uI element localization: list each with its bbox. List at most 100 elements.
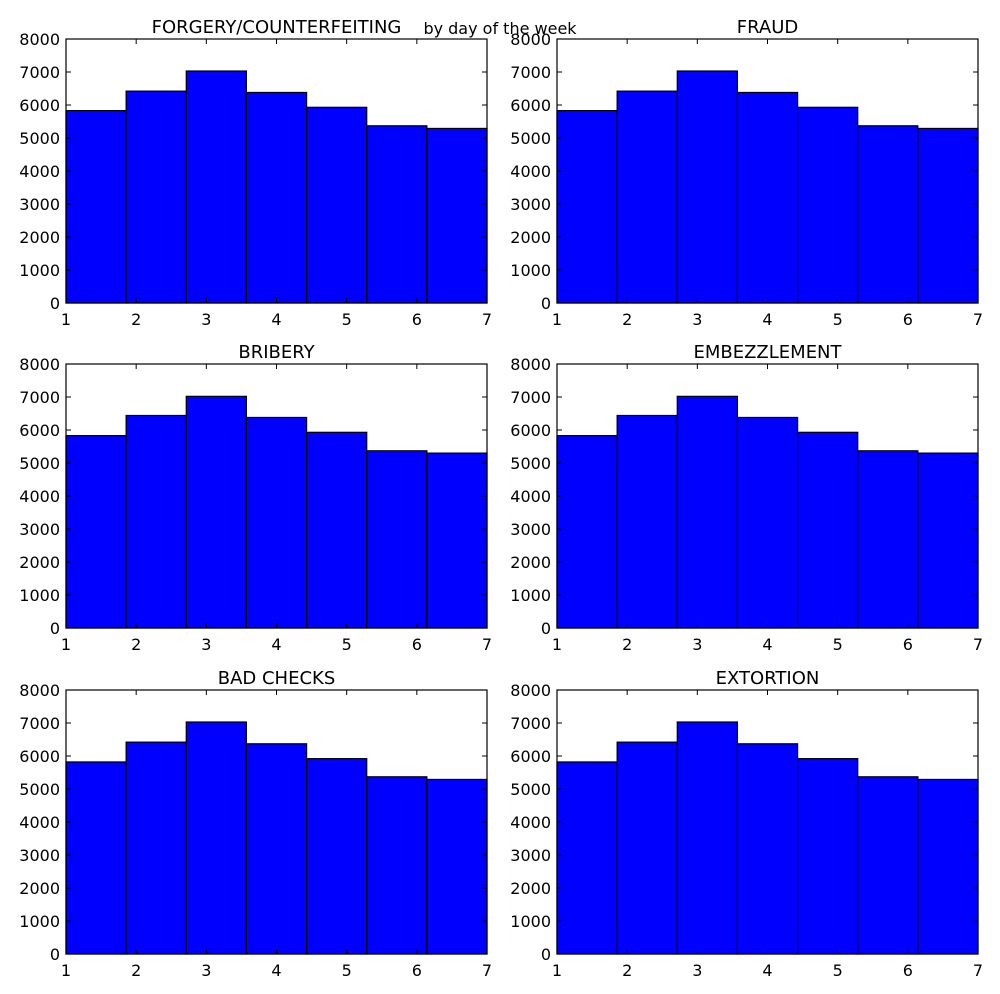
histogram-bar (125, 741, 187, 955)
histogram-bar (736, 743, 799, 955)
subplot-3: 0 1000 2000 3000 4000 5000 6000 7000 8000 1 2 3 4 5 6 7… (19, 342, 492, 654)
y-tick-label: 5000 (510, 780, 551, 799)
x-tick-label: 7 (482, 635, 492, 654)
y-tick-label: 2000 (19, 879, 60, 898)
x-tick-label: 6 (903, 310, 913, 329)
histogram-bar (125, 414, 187, 629)
x-tick-label: 1 (552, 635, 562, 654)
histogram-bar (366, 450, 428, 629)
subplot-grid: 0 1000 2000 3000 4000 5000 6000 7000 8000 1 2 3 4 5 6 7… (19, 17, 983, 980)
x-tick-label: 6 (412, 635, 422, 654)
histogram-bar (65, 761, 127, 955)
y-tick-label: 3000 (19, 520, 60, 539)
y-tick-label: 4000 (19, 487, 60, 506)
subplot-title: EMBEZZLEMENT (693, 342, 842, 363)
x-tick-label: 1 (61, 310, 71, 329)
histogram-bar (616, 414, 678, 629)
y-tick-label: 4000 (510, 813, 551, 832)
histogram-bar (366, 125, 428, 304)
histogram-bar (556, 435, 618, 629)
histogram-bar (616, 90, 678, 304)
histogram-bar (917, 778, 979, 955)
histogram-bar (185, 395, 247, 629)
subplot-title: FRAUD (737, 17, 798, 38)
x-tick-label: 5 (833, 961, 843, 980)
histogram-bar (857, 776, 919, 955)
subplot-title: BRIBERY (238, 342, 315, 363)
y-tick-label: 3000 (510, 195, 551, 214)
y-tick-label: 3000 (510, 520, 551, 539)
histogram-bar (245, 743, 308, 955)
subplot-title: FORGERY/COUNTERFEITING (152, 17, 402, 38)
y-tick-label: 5000 (19, 454, 60, 473)
y-tick-label: 3000 (19, 846, 60, 865)
y-tick-label: 8000 (510, 681, 551, 700)
y-tick-label: 6000 (510, 421, 551, 440)
y-tick-label: 5000 (19, 780, 60, 799)
subplot-5: 0 1000 2000 3000 4000 5000 6000 7000 8000 1 2 3 4 5 6 7… (19, 668, 492, 980)
x-tick-label: 7 (973, 310, 983, 329)
y-tick-label: 5000 (510, 454, 551, 473)
histogram-bar (185, 721, 247, 955)
histogram-bar (426, 778, 488, 955)
x-tick-label: 1 (552, 961, 562, 980)
x-tick-label: 6 (903, 635, 913, 654)
histogram-bar (857, 125, 919, 304)
histogram-bar (125, 90, 187, 304)
x-tick-label: 2 (131, 961, 141, 980)
histogram-bar (426, 127, 488, 304)
y-tick-label: 8000 (19, 355, 60, 374)
x-tick-label: 3 (201, 635, 211, 654)
histogram-bar (676, 70, 738, 304)
subplot-1: 0 1000 2000 3000 4000 5000 6000 7000 8000 1 2 3 4 5 6 7… (19, 17, 492, 329)
x-tick-label: 7 (482, 961, 492, 980)
histogram-bar (556, 110, 618, 304)
y-tick-label: 0 (50, 619, 60, 638)
x-tick-label: 4 (762, 635, 772, 654)
x-tick-label: 6 (903, 961, 913, 980)
y-tick-label: 0 (541, 294, 551, 313)
histogram-bar (426, 452, 488, 629)
y-tick-label: 5000 (19, 129, 60, 148)
x-tick-label: 3 (692, 310, 702, 329)
x-tick-label: 4 (271, 961, 281, 980)
histogram-bar (65, 435, 127, 629)
y-tick-label: 7000 (510, 714, 551, 733)
y-tick-label: 8000 (510, 30, 551, 49)
x-tick-label: 5 (833, 310, 843, 329)
histogram-bar (556, 761, 618, 955)
y-tick-label: 8000 (19, 30, 60, 49)
x-tick-label: 4 (762, 961, 772, 980)
y-tick-label: 3000 (19, 195, 60, 214)
subplot-6: 0 1000 2000 3000 4000 5000 6000 7000 8000 1 2 3 4 5 6 7… (510, 668, 983, 980)
y-tick-label: 4000 (510, 162, 551, 181)
x-tick-label: 5 (833, 635, 843, 654)
x-tick-label: 5 (342, 961, 352, 980)
x-tick-label: 6 (412, 961, 422, 980)
x-tick-label: 1 (552, 310, 562, 329)
subplot-title: EXTORTION (716, 668, 820, 689)
x-tick-label: 7 (973, 961, 983, 980)
histogram-bar (245, 91, 308, 304)
y-tick-label: 7000 (19, 388, 60, 407)
y-tick-label: 4000 (19, 813, 60, 832)
x-tick-label: 5 (342, 635, 352, 654)
histogram-bar (917, 452, 979, 629)
y-tick-label: 2000 (19, 553, 60, 572)
histogram-bar (917, 127, 979, 304)
y-tick-label: 2000 (510, 228, 551, 247)
x-tick-label: 2 (131, 635, 141, 654)
histogram-bar (676, 395, 738, 629)
histogram-bar (366, 776, 428, 955)
y-tick-label: 6000 (510, 96, 551, 115)
x-tick-label: 3 (692, 961, 702, 980)
y-tick-label: 1000 (510, 261, 551, 280)
y-tick-label: 7000 (510, 388, 551, 407)
histogram-bar (245, 416, 308, 629)
y-tick-label: 6000 (510, 747, 551, 766)
histogram-bar (616, 741, 678, 955)
histogram-bar (797, 758, 859, 955)
y-tick-label: 6000 (19, 96, 60, 115)
y-tick-label: 4000 (510, 487, 551, 506)
